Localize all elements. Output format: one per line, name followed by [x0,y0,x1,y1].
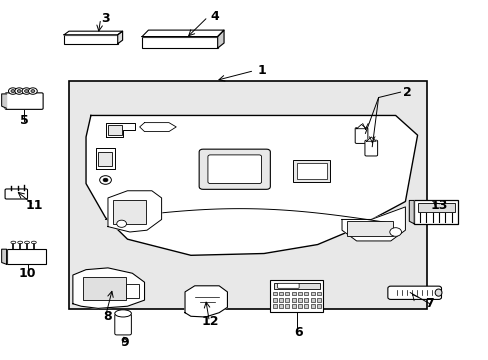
Bar [317,305,321,308]
Circle shape [11,90,15,93]
Circle shape [8,88,17,94]
Text: 4: 4 [210,10,219,23]
FancyBboxPatch shape [354,128,367,143]
Ellipse shape [31,241,36,244]
Text: 8: 8 [103,310,112,323]
Bar [142,37,217,48]
Ellipse shape [18,241,22,244]
FancyBboxPatch shape [207,155,261,184]
Bar [285,298,289,302]
Bar [291,298,295,302]
Text: 1: 1 [257,64,265,77]
Bar [273,298,277,302]
Circle shape [117,220,126,227]
Text: 12: 12 [201,315,219,328]
Bar [304,298,308,302]
Text: 9: 9 [121,336,129,348]
Text: 7: 7 [425,297,433,310]
FancyBboxPatch shape [199,149,270,189]
Circle shape [22,88,31,94]
Circle shape [389,228,401,236]
Bar [69,81,427,309]
Polygon shape [1,94,6,108]
Bar [108,125,122,135]
Polygon shape [64,31,122,35]
Text: 13: 13 [430,199,447,212]
Circle shape [24,90,28,93]
Text: 10: 10 [19,267,36,280]
Bar [298,298,302,302]
Polygon shape [408,201,413,224]
FancyBboxPatch shape [5,189,27,199]
Bar [279,298,283,302]
Bar [6,249,45,264]
Ellipse shape [115,310,131,317]
Bar [285,292,289,296]
Bar [113,201,146,224]
Text: 11: 11 [25,199,42,212]
Bar [310,305,314,308]
Bar [273,292,277,296]
Polygon shape [356,125,366,129]
Bar [317,292,321,296]
Bar [296,163,326,179]
Polygon shape [105,123,135,137]
FancyBboxPatch shape [277,283,299,288]
Polygon shape [73,268,144,309]
Circle shape [103,178,108,182]
Bar [82,277,125,300]
Polygon shape [217,30,224,48]
Polygon shape [366,137,375,141]
Ellipse shape [11,241,16,244]
Bar [304,305,308,308]
Text: 2: 2 [403,86,411,99]
Bar [317,298,321,302]
Bar [417,203,454,212]
Circle shape [31,90,35,93]
Polygon shape [108,191,161,232]
Bar [285,305,289,308]
Bar [279,292,283,296]
Bar [126,284,139,298]
Bar [98,152,112,166]
FancyBboxPatch shape [115,314,131,335]
Bar [279,305,283,308]
FancyBboxPatch shape [387,286,441,300]
Bar [310,298,314,302]
Bar [413,201,457,224]
Circle shape [15,88,23,94]
Polygon shape [140,123,176,132]
Bar [291,292,295,296]
Polygon shape [142,30,224,37]
Text: 3: 3 [101,12,110,25]
Bar [291,305,295,308]
Bar [270,280,323,312]
Polygon shape [184,286,227,317]
Polygon shape [96,148,115,169]
Polygon shape [118,31,122,44]
FancyBboxPatch shape [364,140,377,156]
Bar [304,292,308,296]
Circle shape [17,90,21,93]
FancyBboxPatch shape [5,93,43,109]
Bar [346,221,392,235]
Bar [293,160,329,182]
Circle shape [100,176,111,184]
Polygon shape [341,207,405,241]
Text: 6: 6 [293,326,302,339]
Ellipse shape [434,289,441,296]
Bar [273,283,319,289]
Bar [298,305,302,308]
Bar [273,305,277,308]
Circle shape [28,88,37,94]
Bar [298,292,302,296]
Bar [310,292,314,296]
Bar [64,35,118,44]
Ellipse shape [24,241,29,244]
Polygon shape [1,249,6,264]
Text: 5: 5 [20,114,28,127]
Polygon shape [86,116,417,255]
